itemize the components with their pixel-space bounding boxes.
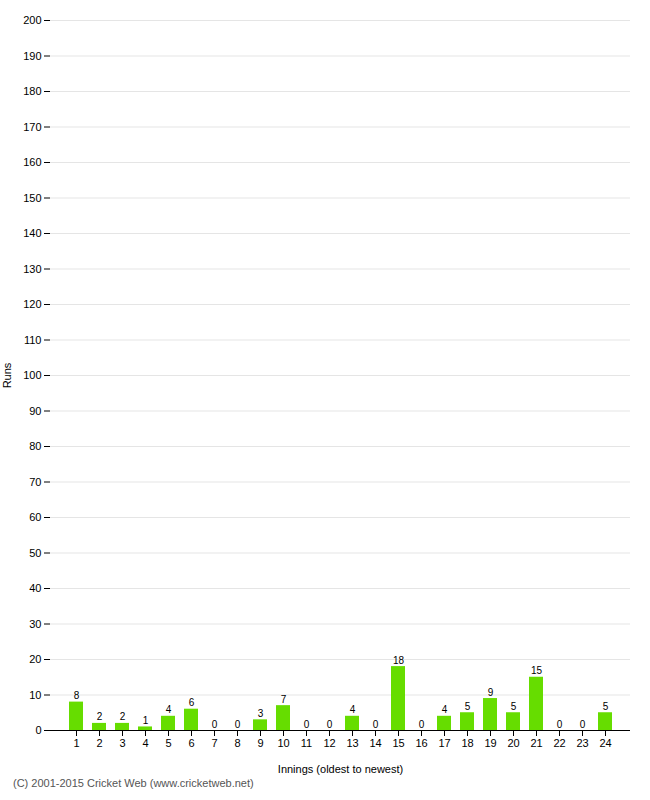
svg-text:0: 0 [419,719,425,730]
svg-text:19: 19 [484,737,496,749]
svg-text:15: 15 [392,737,404,749]
svg-text:160: 160 [23,156,41,168]
svg-text:1: 1 [73,737,79,749]
svg-text:5: 5 [165,737,171,749]
svg-text:7: 7 [281,694,287,705]
svg-text:2: 2 [96,737,102,749]
svg-text:4: 4 [350,704,356,715]
svg-text:100: 100 [23,369,41,381]
svg-text:0: 0 [557,719,563,730]
svg-text:90: 90 [29,405,41,417]
svg-text:3: 3 [119,737,125,749]
svg-text:20: 20 [29,653,41,665]
svg-text:6: 6 [188,737,194,749]
svg-text:13: 13 [346,737,358,749]
svg-text:4: 4 [166,704,172,715]
svg-text:70: 70 [29,476,41,488]
svg-text:0: 0 [304,719,310,730]
svg-text:10: 10 [277,737,289,749]
svg-text:5: 5 [603,701,609,712]
svg-text:0: 0 [35,724,41,736]
svg-text:15: 15 [531,665,543,676]
svg-text:60: 60 [29,511,41,523]
svg-text:18: 18 [461,737,473,749]
svg-text:16: 16 [415,737,427,749]
svg-text:110: 110 [24,334,42,346]
svg-text:0: 0 [327,719,333,730]
svg-text:5: 5 [511,701,517,712]
svg-text:8: 8 [74,690,80,701]
svg-text:9: 9 [257,737,263,749]
svg-text:170: 170 [23,121,41,133]
svg-text:10: 10 [29,689,41,701]
svg-text:1: 1 [143,715,149,726]
svg-text:200: 200 [23,14,41,26]
svg-text:14: 14 [369,737,381,749]
svg-text:190: 190 [23,50,41,62]
svg-text:80: 80 [29,440,41,452]
svg-text:2: 2 [120,711,126,722]
svg-text:0: 0 [212,719,218,730]
svg-text:11: 11 [301,737,312,749]
svg-text:21: 21 [530,737,542,749]
svg-text:0: 0 [235,719,241,730]
svg-text:Innings (oldest to newest): Innings (oldest to newest) [278,763,403,775]
svg-text:20: 20 [507,737,519,749]
svg-text:150: 150 [23,192,41,204]
svg-text:23: 23 [576,737,588,749]
svg-text:0: 0 [580,719,586,730]
svg-text:2: 2 [97,711,103,722]
svg-text:30: 30 [29,618,41,630]
svg-text:24: 24 [599,737,611,749]
svg-text:4: 4 [442,704,448,715]
svg-text:40: 40 [29,582,41,594]
svg-text:6: 6 [189,697,195,708]
svg-text:7: 7 [211,737,217,749]
svg-text:5: 5 [465,701,471,712]
svg-text:0: 0 [373,719,379,730]
svg-text:12: 12 [323,737,335,749]
svg-text:17: 17 [438,737,450,749]
svg-text:9: 9 [488,687,494,698]
svg-text:120: 120 [23,298,41,310]
svg-text:50: 50 [29,547,41,559]
svg-text:4: 4 [142,737,148,749]
svg-text:3: 3 [258,708,264,719]
svg-text:140: 140 [23,227,41,239]
svg-text:180: 180 [23,85,41,97]
html-text:(C) 2001-2015 Cricket Web (www: (C) 2001-2015 Cricket Web (www.cricketwe… [13,777,254,789]
svg-text:Runs: Runs [1,362,13,388]
svg-text:130: 130 [23,263,41,275]
svg-text:22: 22 [553,737,565,749]
svg-text:8: 8 [234,737,240,749]
svg-text:18: 18 [393,655,405,666]
